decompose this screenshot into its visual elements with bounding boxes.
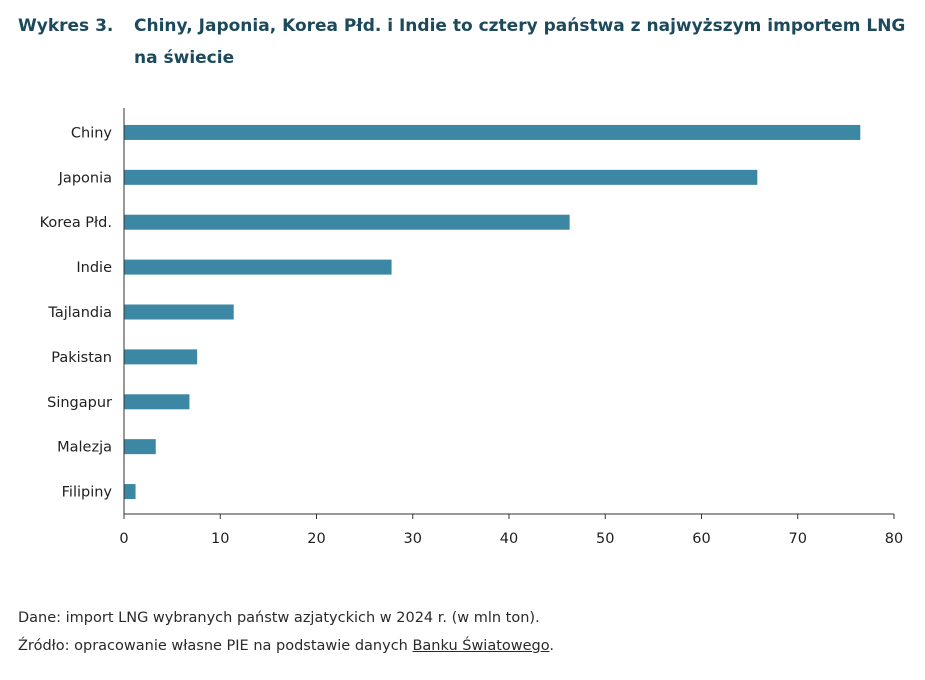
x-tick-label-3: 30 — [404, 531, 422, 547]
category-label-1: Japonia — [58, 170, 112, 186]
x-tick-label-2: 20 — [307, 531, 325, 547]
category-label-3: Indie — [76, 260, 112, 276]
source-link[interactable]: Banku Światowego — [412, 638, 550, 654]
x-tick-label-8: 80 — [885, 531, 903, 547]
bar-8 — [124, 484, 136, 500]
category-label-6: Singapur — [47, 395, 112, 411]
x-tick-label-7: 70 — [789, 531, 807, 547]
category-label-7: Malezja — [57, 440, 112, 456]
x-tick-label-4: 40 — [500, 531, 518, 547]
bar-1 — [124, 169, 758, 185]
bar-3 — [124, 259, 392, 275]
x-tick-label-1: 10 — [211, 531, 229, 547]
x-tick-label-6: 60 — [692, 531, 710, 547]
bar-5 — [124, 349, 198, 365]
source-suffix: . — [549, 638, 554, 654]
bar-4 — [124, 304, 234, 320]
data-note: Dane: import LNG wybranych państw azjaty… — [18, 610, 540, 626]
source-prefix: Źródło: opracowanie własne PIE na podsta… — [18, 638, 413, 654]
category-label-5: Pakistan — [51, 350, 112, 366]
bar-6 — [124, 394, 190, 410]
figure-label: Wykres 3. — [18, 16, 114, 36]
x-tick-label-5: 50 — [596, 531, 614, 547]
category-label-4: Tajlandia — [47, 305, 112, 321]
chart-footer: Dane: import LNG wybranych państw azjaty… — [18, 604, 554, 660]
bar-chart: Chiny Japonia Korea Płd. Indie Tajlandia Paki… — [40, 108, 903, 547]
category-label-8: Filipiny — [62, 485, 113, 501]
chart-title: Chiny, Japonia, Korea Płd. i Indie to cz… — [134, 16, 906, 68]
bar-7 — [124, 439, 156, 455]
x-tick-label-0: 0 — [119, 531, 128, 547]
bar-2 — [124, 214, 570, 230]
source-line: Źródło: opracowanie własne PIE na podsta… — [18, 632, 554, 660]
category-label-0: Chiny — [71, 125, 113, 141]
bar-0 — [124, 124, 861, 140]
category-label-2: Korea Płd. — [40, 215, 112, 231]
